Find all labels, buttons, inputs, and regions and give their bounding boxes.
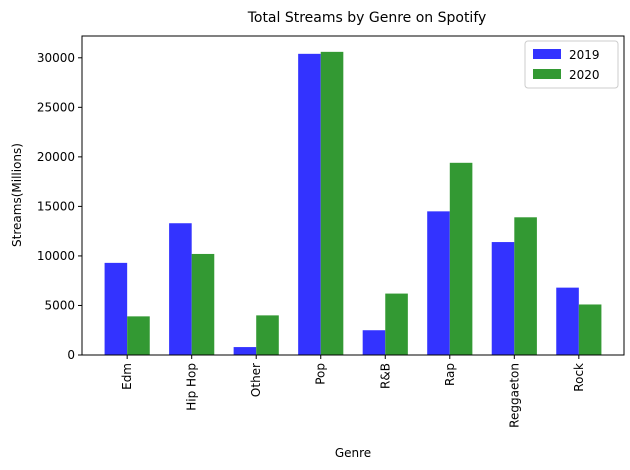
bar-2019-rap bbox=[427, 211, 450, 355]
y-tick-label: 0 bbox=[67, 348, 75, 362]
bar-2019-hip-hop bbox=[169, 223, 192, 355]
chart-title: Total Streams by Genre on Spotify bbox=[247, 10, 487, 26]
bar-2019-r-b bbox=[362, 330, 386, 355]
bar-2020-rock bbox=[578, 304, 602, 355]
y-tick-label: 25000 bbox=[37, 100, 75, 114]
bar-2020-pop bbox=[320, 51, 344, 356]
bar-2019-other bbox=[233, 347, 257, 355]
bar-2020-edm bbox=[127, 316, 150, 355]
y-axis: 0 5000 10000 15000 20000 25000 30000 bbox=[37, 51, 82, 362]
x-tick-label: Other bbox=[249, 363, 263, 397]
x-tick-label: Rock bbox=[572, 363, 586, 392]
bar-2019-rock bbox=[556, 287, 579, 355]
y-tick-label: 10000 bbox=[37, 249, 75, 263]
legend-label-2019: 2019 bbox=[569, 48, 600, 62]
bar-2020-hip-hop bbox=[191, 253, 215, 355]
x-axis: Edm Hip Hop Other Pop R&B Rap Reggaeton Rock bbox=[120, 355, 586, 428]
y-tick-label: 30000 bbox=[37, 51, 75, 65]
x-tick-label: Pop bbox=[314, 363, 328, 385]
x-tick-label: R&B bbox=[378, 363, 392, 389]
bars-group bbox=[104, 51, 602, 356]
x-tick-label: Reggaeton bbox=[507, 363, 521, 428]
bar-2020-rap bbox=[449, 162, 473, 355]
plot-frame bbox=[81, 35, 625, 356]
legend: 2019 2020 bbox=[524, 40, 619, 89]
bar-2020-other bbox=[256, 315, 279, 355]
legend-swatch-2020 bbox=[533, 69, 561, 79]
bar-2019-edm bbox=[104, 262, 128, 355]
y-axis-label: Streams(Millions) bbox=[10, 143, 24, 247]
x-tick-label: Hip Hop bbox=[185, 363, 199, 411]
legend-label-2020: 2020 bbox=[569, 68, 600, 82]
x-axis-label: Genre bbox=[335, 446, 371, 460]
y-tick-label: 15000 bbox=[37, 199, 75, 213]
x-tick-label: Edm bbox=[120, 363, 134, 390]
legend-swatch-2019 bbox=[533, 49, 561, 59]
y-tick-label: 5000 bbox=[44, 298, 75, 312]
bar-2020-reggaeton bbox=[514, 217, 537, 355]
x-tick-label: Rap bbox=[443, 363, 457, 386]
y-tick-label: 20000 bbox=[37, 150, 75, 164]
bar-2019-pop bbox=[298, 53, 321, 355]
bar-2020-r-b bbox=[385, 293, 408, 355]
bar-2019-reggaeton bbox=[491, 242, 515, 355]
